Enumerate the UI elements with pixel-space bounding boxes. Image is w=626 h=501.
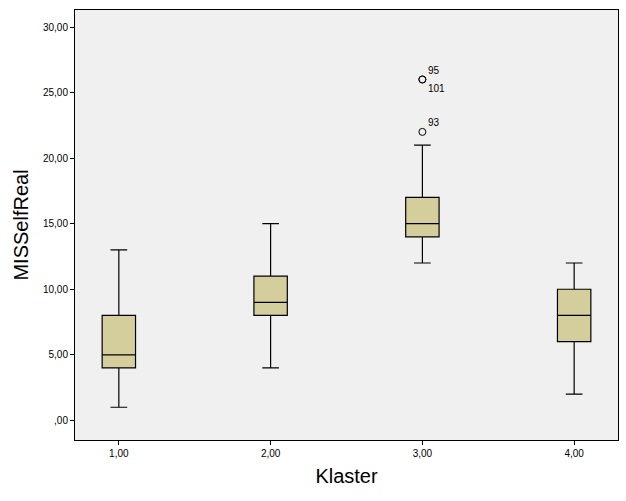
svg-text:2,00: 2,00 [261,448,281,459]
svg-text:4,00: 4,00 [564,448,584,459]
svg-text:93: 93 [428,117,440,128]
svg-text:10,00: 10,00 [43,284,68,295]
svg-text:,00: ,00 [54,415,68,426]
svg-text:5,00: 5,00 [49,349,69,360]
svg-text:MISSelfReal: MISSelfReal [10,169,32,280]
svg-text:15,00: 15,00 [43,218,68,229]
svg-text:30,00: 30,00 [43,22,68,33]
svg-text:Klaster: Klaster [315,465,378,487]
svg-text:20,00: 20,00 [43,153,68,164]
svg-text:25,00: 25,00 [43,87,68,98]
svg-text:101: 101 [428,83,445,94]
svg-text:1,00: 1,00 [109,448,129,459]
svg-text:3,00: 3,00 [413,448,433,459]
svg-text:95: 95 [428,65,440,76]
